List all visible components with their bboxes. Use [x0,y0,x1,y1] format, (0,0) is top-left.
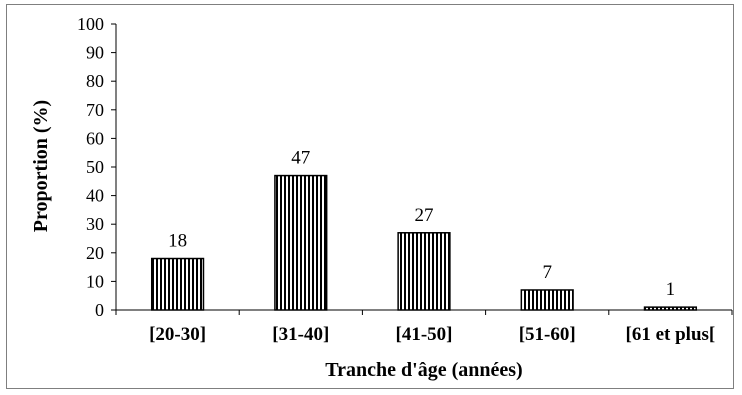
x-axis-title: Tranche d'âge (années) [325,359,522,381]
bar-value-label: 18 [168,231,187,252]
bar [520,289,574,311]
bar [150,257,205,311]
x-category-label: [31-40] [272,324,329,345]
bar-value-label: 7 [542,262,552,283]
bars [150,174,698,311]
y-tick-label: 80 [86,71,104,91]
y-tick-label: 60 [86,128,104,148]
x-category-label: [20-30] [149,324,206,345]
y-tick-label: 70 [86,100,104,120]
x-category-label: [41-50] [396,324,453,345]
bar-value-label: 47 [291,148,310,169]
y-tick-label: 40 [86,186,104,206]
bar [643,306,698,311]
x-category-label: [51-60] [519,324,576,345]
bar-value-label: 1 [666,279,676,300]
y-tick-label: 90 [86,43,104,63]
y-tick-label: 100 [77,14,104,34]
chart-frame [6,4,734,389]
data-labels: 18 47 27 7 1 [168,148,675,301]
x-category-label: [61 et plus[ [626,324,716,345]
bar [397,232,451,311]
y-tick-label: 20 [86,243,104,263]
y-tick-label: 50 [86,157,104,177]
y-axis-title: Proportion (%) [30,100,52,232]
x-axis: [20-30] [31-40] [41-50] [51-60] [61 et plus[ [115,309,733,345]
y-tick-label: 30 [86,214,104,234]
y-tick-label: 10 [86,271,104,291]
bar [274,174,328,311]
bar-value-label: 27 [415,205,434,226]
y-axis: 0 10 20 30 40 50 60 70 80 90 100 [77,14,117,320]
y-tick-label: 0 [95,300,104,320]
